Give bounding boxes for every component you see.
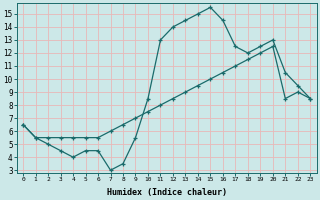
X-axis label: Humidex (Indice chaleur): Humidex (Indice chaleur) [107,188,227,197]
